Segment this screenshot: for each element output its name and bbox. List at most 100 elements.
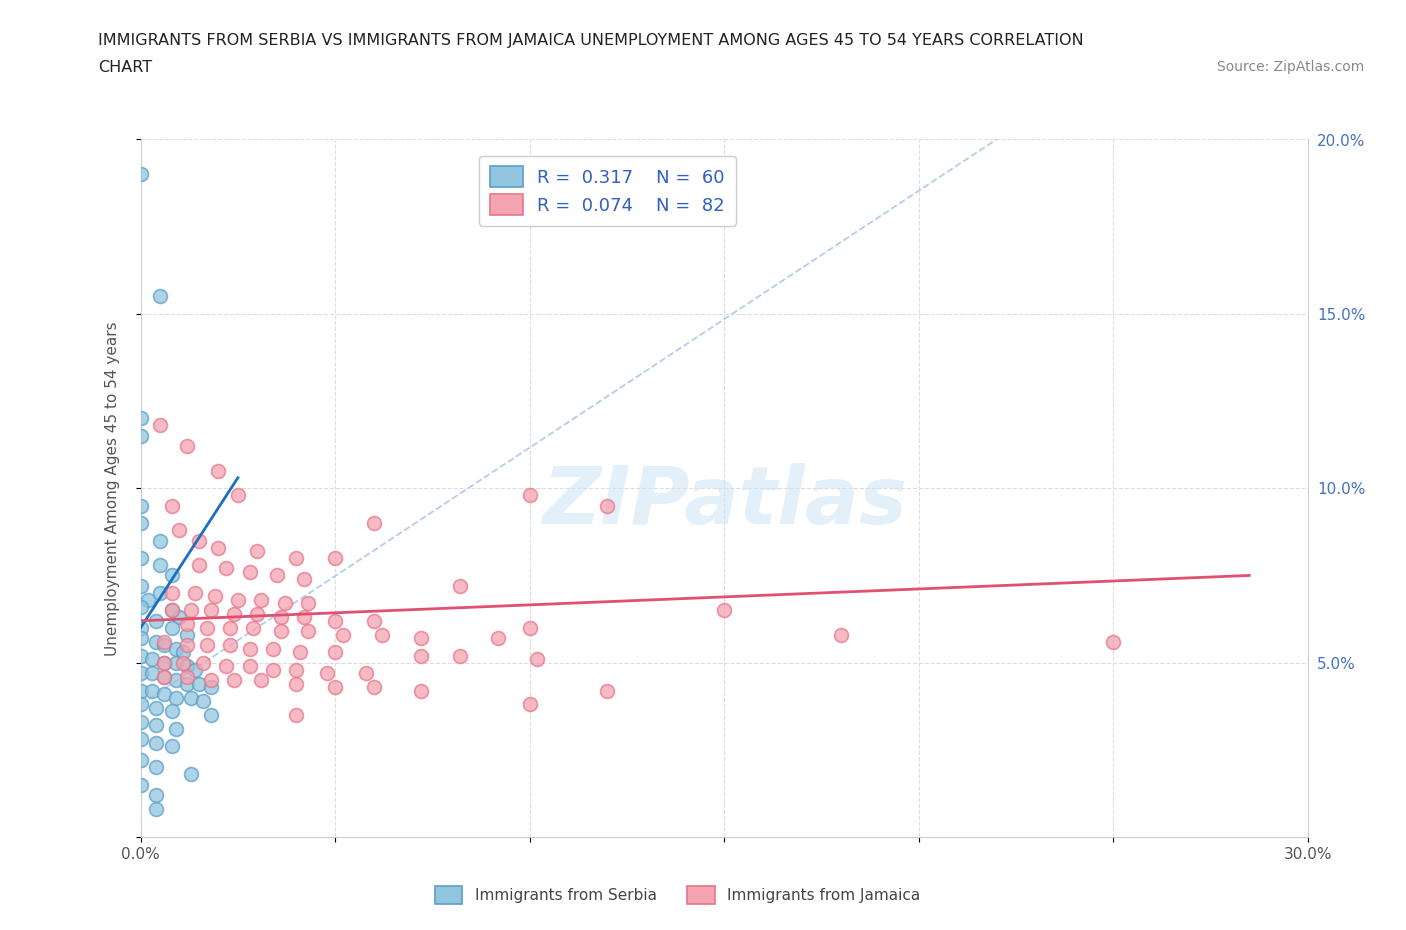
- Point: [141, 666, 163, 681]
- Point: [129, 753, 152, 768]
- Point: [323, 680, 346, 695]
- Point: [188, 558, 211, 573]
- Point: [145, 802, 167, 817]
- Point: [371, 628, 394, 643]
- Point: [250, 672, 273, 687]
- Point: [488, 631, 510, 645]
- Point: [129, 631, 152, 645]
- Point: [145, 788, 167, 803]
- Point: [316, 666, 339, 681]
- Point: [713, 603, 735, 618]
- Point: [266, 568, 288, 583]
- Point: [226, 488, 249, 503]
- Point: [129, 551, 152, 565]
- Legend: Immigrants from Serbia, Immigrants from Jamaica: Immigrants from Serbia, Immigrants from …: [426, 877, 929, 913]
- Point: [596, 683, 619, 698]
- Point: [176, 439, 198, 454]
- Point: [409, 683, 432, 698]
- Point: [363, 680, 385, 695]
- Point: [145, 736, 167, 751]
- Text: CHART: CHART: [98, 60, 152, 75]
- Point: [200, 708, 222, 723]
- Point: [145, 718, 167, 733]
- Point: [219, 620, 242, 635]
- Point: [153, 638, 176, 653]
- Point: [270, 610, 292, 625]
- Point: [165, 656, 187, 671]
- Point: [129, 167, 152, 182]
- Point: [129, 732, 152, 747]
- Point: [165, 672, 187, 687]
- Point: [332, 628, 354, 643]
- Point: [129, 620, 152, 635]
- Point: [153, 670, 176, 684]
- Point: [169, 610, 191, 625]
- Point: [149, 289, 172, 304]
- Point: [160, 620, 183, 635]
- Point: [141, 683, 163, 698]
- Point: [1102, 634, 1125, 649]
- Point: [238, 658, 260, 673]
- Point: [297, 596, 319, 611]
- Point: [409, 648, 432, 663]
- Point: [149, 586, 172, 601]
- Point: [238, 642, 260, 657]
- Point: [191, 694, 214, 709]
- Text: IMMIGRANTS FROM SERBIA VS IMMIGRANTS FROM JAMAICA UNEMPLOYMENT AMONG AGES 45 TO : IMMIGRANTS FROM SERBIA VS IMMIGRANTS FRO…: [98, 33, 1084, 47]
- Point: [363, 614, 385, 629]
- Point: [149, 533, 172, 548]
- Point: [184, 662, 207, 677]
- Point: [145, 614, 167, 629]
- Point: [246, 543, 269, 558]
- Point: [141, 652, 163, 667]
- Point: [149, 558, 172, 573]
- Text: ZIPatlas: ZIPatlas: [541, 463, 907, 541]
- Point: [409, 631, 432, 645]
- Point: [176, 628, 198, 643]
- Point: [172, 644, 194, 659]
- Point: [219, 638, 242, 653]
- Point: [160, 603, 183, 618]
- Point: [526, 652, 548, 667]
- Point: [129, 714, 152, 729]
- Point: [188, 533, 211, 548]
- Point: [160, 738, 183, 753]
- Point: [204, 589, 226, 604]
- Point: [180, 690, 202, 705]
- Point: [129, 498, 152, 513]
- Point: [160, 498, 183, 513]
- Point: [215, 561, 238, 576]
- Point: [153, 634, 176, 649]
- Point: [160, 704, 183, 719]
- Point: [129, 411, 152, 426]
- Point: [262, 642, 284, 657]
- Point: [153, 686, 176, 701]
- Point: [165, 722, 187, 737]
- Point: [169, 523, 191, 538]
- Point: [250, 592, 273, 607]
- Point: [226, 592, 249, 607]
- Point: [246, 606, 269, 621]
- Point: [176, 658, 198, 673]
- Point: [153, 656, 176, 671]
- Point: [449, 578, 471, 593]
- Point: [207, 463, 229, 478]
- Point: [830, 628, 852, 643]
- Point: [191, 656, 214, 671]
- Point: [129, 683, 152, 698]
- Point: [323, 614, 346, 629]
- Point: [262, 662, 284, 677]
- Point: [200, 603, 222, 618]
- Point: [138, 592, 160, 607]
- Point: [285, 676, 308, 691]
- Point: [222, 672, 245, 687]
- Point: [129, 698, 152, 712]
- Point: [242, 620, 264, 635]
- Point: [354, 666, 377, 681]
- Point: [238, 565, 260, 579]
- Point: [180, 766, 202, 781]
- Point: [165, 690, 187, 705]
- Point: [519, 620, 541, 635]
- Point: [596, 498, 619, 513]
- Point: [172, 656, 194, 671]
